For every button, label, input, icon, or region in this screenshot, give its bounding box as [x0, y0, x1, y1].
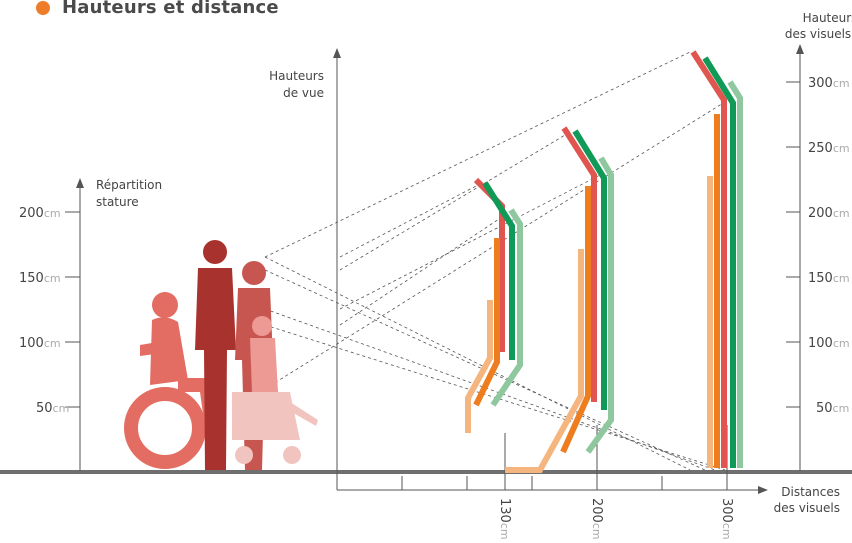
sight-line	[264, 51, 691, 258]
distance-label-1: Distances	[781, 485, 840, 499]
arrow-up-icon	[333, 48, 341, 58]
distance-label-2: des visuels	[774, 501, 840, 515]
distance-tick-label: 130cm	[497, 498, 512, 540]
visual-band	[585, 156, 614, 454]
sight-line	[339, 134, 566, 271]
sight-line	[264, 256, 691, 471]
sight-line	[339, 174, 601, 310]
distance-tick-label: 300cm	[719, 498, 734, 540]
stature-tick-label: 200cm	[19, 206, 61, 221]
arrow-right-icon	[758, 486, 768, 494]
visual-tick-label: 50cm	[816, 401, 849, 416]
visual-tick-label: 200cm	[808, 206, 850, 221]
standing-adult-icon	[195, 240, 236, 470]
visual-band	[572, 129, 607, 410]
arrow-up-icon	[796, 44, 804, 54]
visual-band	[490, 208, 523, 407]
visual-band	[465, 300, 493, 433]
stroller-icon	[232, 392, 318, 464]
child-icon	[250, 316, 278, 392]
distance-axis: 130cm 200cm 300cm Distances des visuels	[336, 425, 840, 540]
visual-band	[702, 56, 736, 468]
sight-line	[339, 214, 506, 326]
diagram-header: Hauteurs et distance	[36, 0, 279, 18]
visual-band	[727, 80, 743, 468]
visual-band	[482, 181, 515, 360]
visual-band	[690, 50, 727, 468]
bullet-dot-icon	[36, 0, 50, 15]
visual-tick-label: 250cm	[808, 141, 850, 156]
visuals-label-1: Hauteurs	[803, 11, 852, 25]
visual-height-axis: Hauteurs des visuels 300cm 250cm 200cm 1…	[785, 11, 852, 471]
stature-tick-label: 50cm	[36, 401, 69, 416]
stature-label-2: stature	[96, 195, 139, 209]
view-label-2: de vue	[283, 86, 324, 100]
visual-band	[473, 238, 500, 407]
sight-line	[339, 184, 479, 258]
view-height-axis: Hauteurs de vue	[269, 48, 341, 471]
sight-line	[264, 308, 716, 471]
view-label-1: Hauteurs	[269, 69, 324, 83]
stature-tick-label: 100cm	[19, 336, 61, 351]
visual-tick-label: 150cm	[808, 271, 850, 286]
visual-band	[561, 126, 597, 402]
stature-tick-label: 150cm	[19, 271, 61, 286]
distance-tick-label: 200cm	[589, 498, 604, 540]
visual-band	[560, 186, 591, 454]
visual-band	[505, 249, 584, 473]
diagram-title: Hauteurs et distance	[62, 0, 279, 18]
visual-band-group-200	[505, 126, 614, 473]
arrow-up-icon	[76, 178, 84, 188]
visual-tick-label: 300cm	[808, 76, 850, 91]
people-silhouettes-icon	[124, 240, 318, 470]
visual-tick-label: 100cm	[808, 336, 850, 351]
visual-band-group-130	[465, 177, 523, 433]
stature-label-1: Répartition	[96, 178, 162, 192]
stature-axis: Répartition stature 200cm 150cm 100cm 50…	[19, 178, 162, 471]
visuals-label-2: des visuels	[785, 27, 851, 41]
visual-band-group-300	[690, 50, 743, 468]
